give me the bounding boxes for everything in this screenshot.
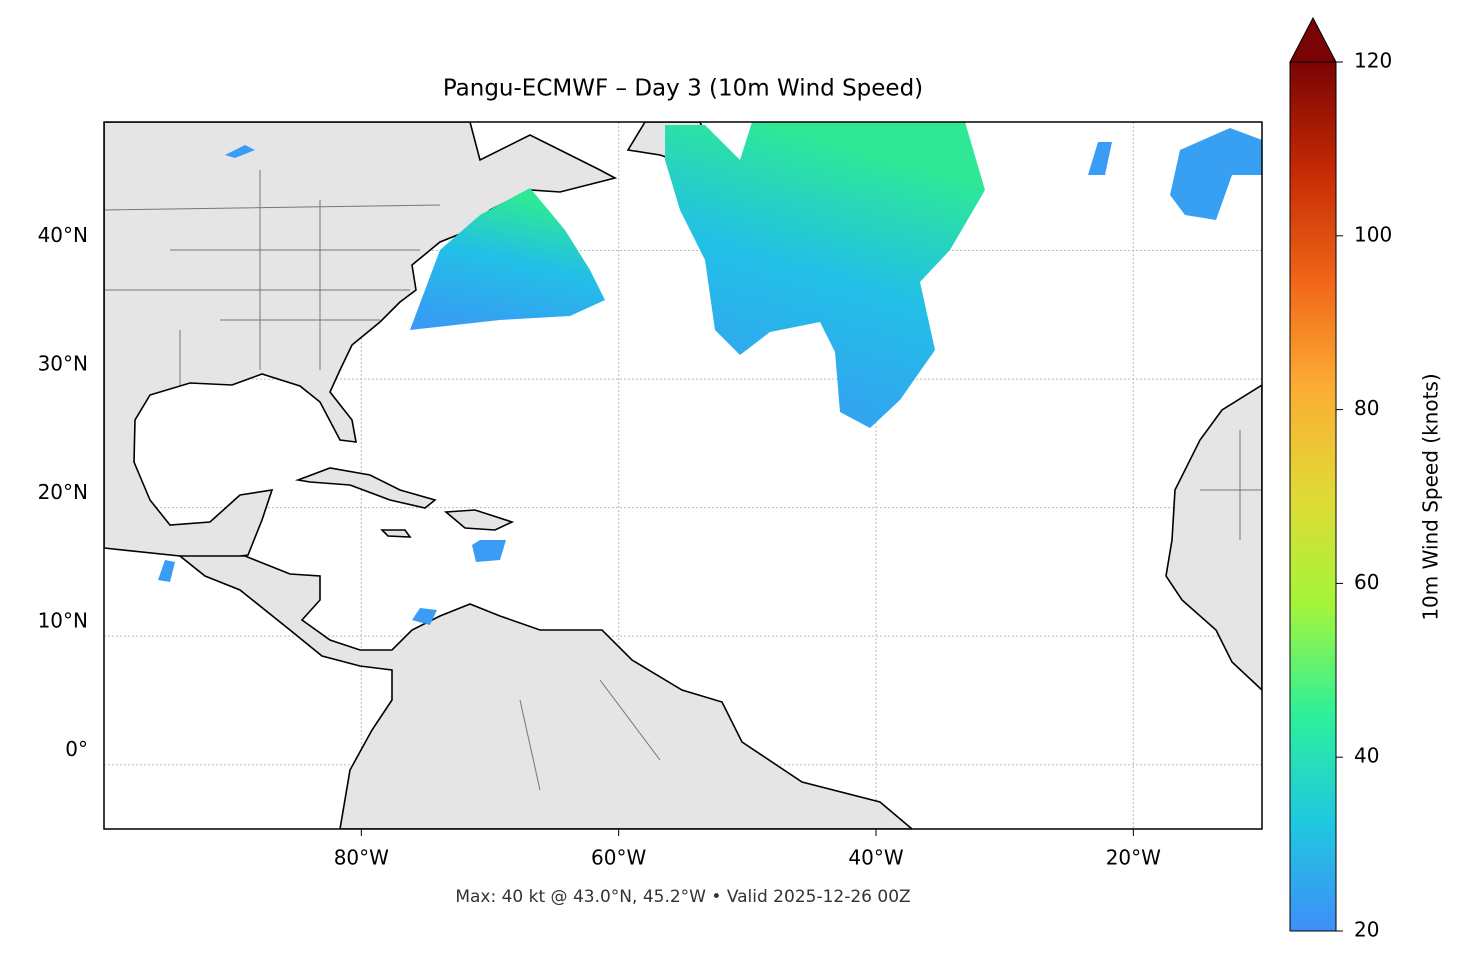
x-tick-label: 20°W [1106, 846, 1161, 870]
y-tick-label: 10°N [38, 609, 88, 633]
y-tick-label: 30°N [38, 352, 88, 376]
cuba [294, 467, 437, 509]
colorbar-tick-label: 120 [1354, 49, 1392, 73]
colorbar-tick-label: 40 [1354, 744, 1379, 768]
colorbar-extend [1289, 16, 1337, 63]
y-tick-label: 0° [65, 737, 88, 761]
wind-field [665, 122, 985, 428]
wind-field [410, 188, 605, 330]
colorbar [1289, 61, 1337, 932]
map-layers [104, 122, 1262, 829]
colorbar-tick-label: 80 [1354, 396, 1379, 420]
annotation: Max: 40 kt @ 43.0°N, 45.2°W • Valid 2025… [455, 887, 910, 907]
colorbar-tick-label: 60 [1354, 570, 1379, 594]
colorbar-tick-label: 100 [1354, 222, 1392, 246]
y-tick-label: 20°N [38, 480, 88, 504]
x-tick-label: 60°W [591, 846, 646, 870]
hispaniola [443, 509, 515, 531]
colorbar-label: 10m Wind Speed (knots) [1419, 373, 1443, 620]
x-tick-label: 80°W [334, 846, 389, 870]
wind-field [1170, 128, 1262, 220]
north-america [104, 122, 618, 561]
x-tick-label: 40°W [848, 846, 903, 870]
jamaica [380, 529, 412, 538]
us-borders [104, 170, 1262, 791]
south-america [177, 555, 914, 829]
chart-title: Pangu-ECMWF – Day 3 (10m Wind Speed) [443, 76, 923, 102]
africa [1165, 384, 1262, 692]
y-tick-label: 40°N [38, 223, 88, 247]
map-frame [103, 121, 1263, 830]
colorbar-tick-label: 20 [1354, 918, 1379, 942]
